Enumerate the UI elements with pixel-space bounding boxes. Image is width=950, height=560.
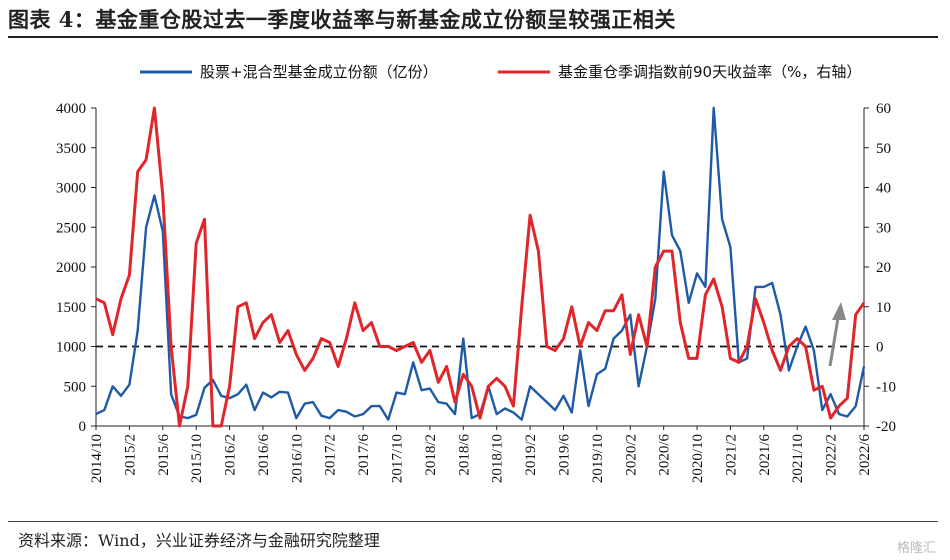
x-tick-label: 2018/2 bbox=[423, 434, 439, 476]
left-tick-label: 2000 bbox=[56, 260, 86, 276]
x-tick-label: 2021/10 bbox=[790, 434, 806, 483]
x-tick-label: 2018/10 bbox=[490, 434, 506, 483]
chart-canvas: 0 500 1000 1500 2000 2500 3000 3500 4000 -20 -10 0 1… bbox=[56, 63, 896, 483]
left-tick-label: 2500 bbox=[56, 220, 86, 236]
left-tick-label: 3000 bbox=[56, 181, 86, 197]
source-note: 资料来源：Wind，兴业证券经济与金融研究院整理 bbox=[18, 531, 380, 550]
series-layer bbox=[95, 106, 866, 428]
right-tick-label: 10 bbox=[876, 300, 891, 316]
x-tick-label: 2021/2 bbox=[723, 434, 739, 476]
x-tick-label: 2015/10 bbox=[189, 434, 205, 483]
right-tick-label: 40 bbox=[876, 181, 891, 197]
right-tick-label: -10 bbox=[876, 379, 896, 395]
source-divider bbox=[8, 521, 938, 522]
x-tick-label: 2015/2 bbox=[122, 434, 138, 476]
x-tick-label: 2020/10 bbox=[690, 434, 706, 483]
left-tick-label: 3500 bbox=[56, 141, 86, 157]
left-tick-label: 1500 bbox=[56, 300, 86, 316]
right-tick-label: 60 bbox=[876, 101, 891, 117]
x-tick-label: 2019/6 bbox=[556, 434, 572, 476]
x-tick-label: 2022/6 bbox=[857, 434, 873, 476]
right-tick-label: 50 bbox=[876, 141, 891, 157]
x-tick-label: 2017/6 bbox=[356, 434, 372, 476]
legend-label: 基金重仓季调指数前90天收益率（%，右轴） bbox=[558, 63, 861, 81]
left-tick-label: 1000 bbox=[56, 340, 86, 356]
x-tick-label: 2016/6 bbox=[256, 434, 272, 476]
x-tick-label: 2015/6 bbox=[156, 434, 172, 476]
x-tick-label: 2022/2 bbox=[824, 434, 840, 476]
x-tick-label: 2018/6 bbox=[456, 434, 472, 476]
left-tick-label: 4000 bbox=[56, 101, 86, 117]
legend-label: 股票+混合型基金成立份额（亿份） bbox=[200, 63, 438, 81]
x-tick-label: 2019/10 bbox=[590, 434, 606, 483]
x-tick-label: 2017/10 bbox=[390, 434, 406, 483]
watermark-logo: 格隆汇 bbox=[896, 541, 936, 556]
x-tick-label: 2019/2 bbox=[523, 434, 539, 476]
chart-title: 图表 4：基金重仓股过去一季度收益率与新基金成立份额呈较强正相关 bbox=[8, 7, 676, 32]
x-tick-label: 2016/10 bbox=[289, 434, 305, 483]
right-tick-label: 20 bbox=[876, 260, 891, 276]
x-tick-label: 2016/2 bbox=[223, 434, 239, 476]
trend-arrow-shaft bbox=[828, 317, 840, 367]
legend: 股票+混合型基金成立份额（亿份） 基金重仓季调指数前90天收益率（%，右轴） bbox=[140, 63, 861, 81]
title-divider bbox=[8, 36, 938, 38]
x-tick-label: 2017/2 bbox=[323, 434, 339, 476]
axes-layer: 0 500 1000 1500 2000 2500 3000 3500 4000 -20 -10 0 1… bbox=[56, 101, 896, 483]
trend-arrow-head bbox=[832, 302, 846, 320]
left-tick-label: 500 bbox=[64, 379, 87, 395]
right-tick-label: 0 bbox=[876, 340, 884, 356]
right-tick-label: 30 bbox=[876, 220, 891, 236]
right-tick-label: -20 bbox=[876, 419, 896, 435]
x-tick-label: 2021/6 bbox=[757, 434, 773, 476]
left-tick-label: 0 bbox=[79, 419, 87, 435]
x-tick-label: 2014/10 bbox=[89, 434, 105, 483]
x-tick-label: 2020/6 bbox=[657, 434, 673, 476]
series-line-index-return bbox=[95, 106, 866, 428]
x-tick-label: 2020/2 bbox=[623, 434, 639, 476]
